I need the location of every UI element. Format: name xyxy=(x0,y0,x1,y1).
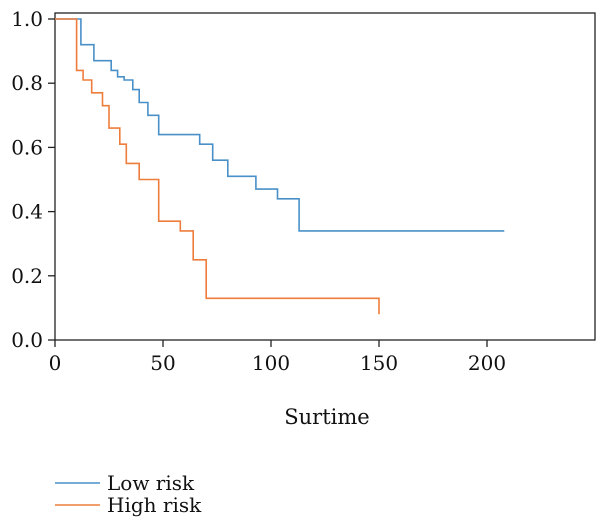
x-axis-title: Surtime xyxy=(284,405,369,429)
plot-border xyxy=(54,12,596,341)
x-tick-label: 50 xyxy=(150,351,175,375)
series-line-high-risk xyxy=(55,18,380,315)
y-tick-label: 0.2 xyxy=(11,264,43,288)
series-lines xyxy=(55,18,505,315)
y-tick-label: 0.8 xyxy=(11,71,43,95)
x-axis: 0 50 100 150 200 xyxy=(49,340,506,375)
legend-label-high-risk: High risk xyxy=(107,493,202,517)
y-tick-label: 0.6 xyxy=(11,135,43,159)
x-tick-label: 150 xyxy=(360,351,398,375)
series-line-low-risk xyxy=(55,18,505,232)
y-tick-label: 0.4 xyxy=(11,200,43,224)
x-tick-label: 100 xyxy=(252,351,290,375)
y-tick-label: 0.0 xyxy=(11,328,43,352)
y-axis: 0.0 0.2 0.4 0.6 0.8 1.0 xyxy=(11,7,55,352)
legend-label-low-risk: Low risk xyxy=(107,471,195,495)
plot-frame xyxy=(54,12,596,341)
x-tick-label: 0 xyxy=(49,351,62,375)
x-tick-label: 200 xyxy=(468,351,506,375)
y-tick-label: 1.0 xyxy=(11,7,43,31)
legend: Low risk High risk xyxy=(55,471,202,517)
